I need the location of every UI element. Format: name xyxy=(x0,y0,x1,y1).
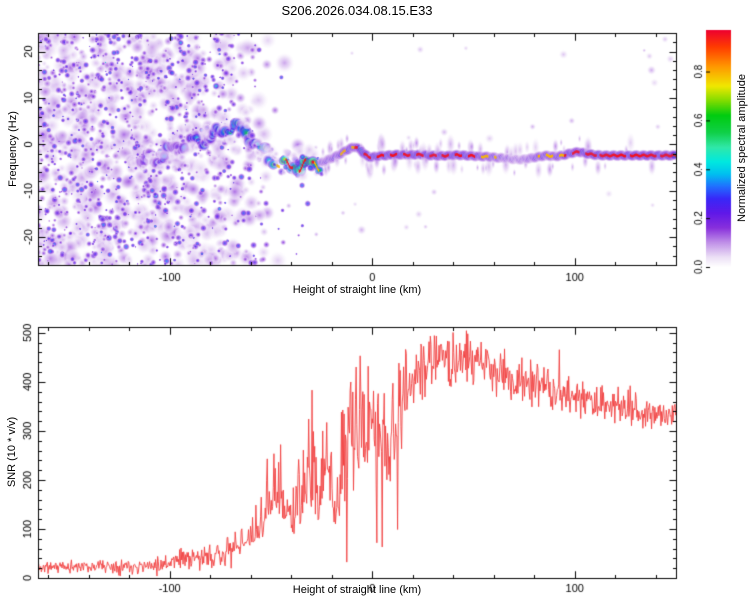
plot-title: S206.2026.034.08.15.E33 xyxy=(281,3,433,18)
snr-yaxis-label: SNR (10 * v/v) xyxy=(6,416,18,488)
spectrogram-panel-canvas xyxy=(0,0,750,300)
top-xaxis-label: Height of straight line (km) xyxy=(292,284,422,296)
snr-panel-canvas xyxy=(0,300,750,600)
colorbar-label: Normalized spectral amplitude xyxy=(736,74,748,222)
top-yaxis-label: Frequency (Hz) xyxy=(7,111,19,187)
bottom-xaxis-label: Height of straight line (km) xyxy=(292,584,422,596)
